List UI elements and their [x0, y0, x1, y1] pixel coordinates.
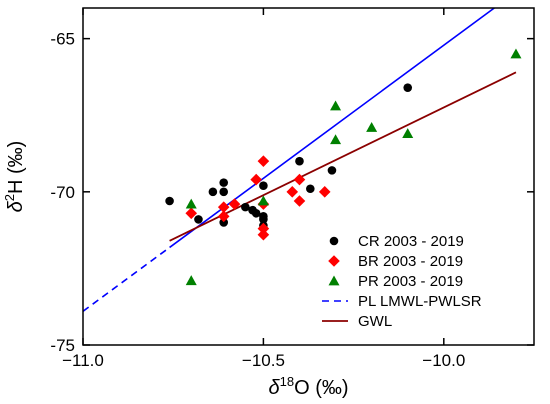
point-pr-2003-2019	[330, 100, 342, 111]
point-br-2003-2019	[217, 210, 230, 223]
point-pr-2003-2019	[185, 275, 197, 286]
y-axis-title-superscript: 2	[2, 194, 17, 201]
legend-item-pr-2003-2019: PR 2003 - 2019	[328, 273, 463, 290]
point-pr-2003-2019	[402, 128, 414, 139]
y-axis-title-main: H (‰)	[5, 141, 27, 194]
point-br-2003-2019	[257, 228, 270, 241]
point-pr-2003-2019	[185, 198, 197, 209]
x-tick-label: −10.5	[242, 351, 285, 370]
point-pr-2003-2019	[257, 195, 269, 206]
point-cr-2003-2019	[194, 215, 203, 224]
y-axis-title-delta: δ	[5, 200, 27, 212]
point-cr-2003-2019	[259, 215, 268, 224]
plot-area	[83, 8, 522, 312]
x-tick-label: −10.0	[422, 351, 465, 370]
x-axis-title-superscript: 18	[280, 374, 294, 389]
point-br-2003-2019	[257, 222, 270, 235]
point-cr-2003-2019	[208, 187, 218, 197]
point-cr-2003-2019	[306, 184, 315, 194]
x-axis-title-delta: δ	[268, 377, 280, 399]
legend-symbol-pr-2003-2019	[328, 275, 340, 286]
point-cr-2003-2019	[241, 202, 250, 212]
point-cr-2003-2019	[251, 208, 261, 218]
legend-symbol-br-2003-2019	[328, 255, 340, 267]
x-axis-title: δ18O (‰)	[268, 374, 348, 399]
legend-label-gwl: GWL	[358, 313, 392, 330]
x-axis-title-main: O (‰)	[294, 377, 348, 399]
legend-label-cr-2003-2019: CR 2003 - 2019	[358, 233, 464, 250]
legend: CR 2003 - 2019 BR 2003 - 2019 PR 2003 - 20…	[322, 233, 482, 330]
y-tick-label: -70	[50, 183, 75, 202]
point-cr-2003-2019	[219, 218, 229, 227]
legend-item-gwl: GWL	[322, 313, 392, 330]
y-tick-label: -65	[50, 30, 75, 49]
point-pr-2003-2019	[330, 134, 342, 145]
point-br-2003-2019	[257, 155, 270, 167]
point-br-2003-2019	[286, 186, 299, 198]
y-axis-ticks: -75 -70 -65	[50, 30, 534, 355]
point-cr-2003-2019	[403, 83, 413, 92]
legend-item-br-2003-2019: BR 2003 - 2019	[328, 253, 463, 270]
x-tick-label: −11.0	[62, 351, 104, 370]
point-cr-2003-2019	[219, 178, 229, 187]
point-cr-2003-2019	[165, 196, 174, 206]
point-cr-2003-2019	[327, 166, 337, 175]
point-br-2003-2019	[250, 173, 262, 186]
point-br-2003-2019	[217, 201, 230, 213]
line-pl-lmwl-pwlsr	[169, 8, 495, 249]
point-br-2003-2019	[293, 173, 306, 186]
line-pl-lmwl-pwlsr-dashed	[83, 246, 171, 312]
point-br-2003-2019	[185, 207, 198, 220]
point-cr-2003-2019	[295, 156, 304, 166]
line-gwl	[169, 71, 517, 242]
plot-frame	[82, 7, 535, 346]
point-cr-2003-2019	[259, 181, 268, 190]
y-tick-label: -75	[50, 336, 75, 355]
legend-item-pl-lmwl-pwlsr: PL LMWL-PWLSR	[322, 293, 482, 310]
point-pr-2003-2019	[366, 121, 378, 132]
point-pr-2003-2019	[510, 48, 522, 59]
legend-symbol-cr-2003-2019	[329, 236, 339, 246]
point-br-2003-2019	[228, 198, 241, 210]
legend-item-cr-2003-2019: CR 2003 - 2019	[329, 233, 464, 250]
point-cr-2003-2019	[219, 187, 229, 197]
legend-label-br-2003-2019: BR 2003 - 2019	[358, 253, 463, 270]
legend-label-pr-2003-2019: PR 2003 - 2019	[358, 273, 463, 290]
legend-label-pl-lmwl-pwlsr: PL LMWL-PWLSR	[358, 293, 482, 310]
point-br-2003-2019	[293, 195, 306, 207]
point-br-2003-2019	[318, 186, 331, 198]
y-axis-title: δ2H (‰)	[2, 141, 27, 213]
